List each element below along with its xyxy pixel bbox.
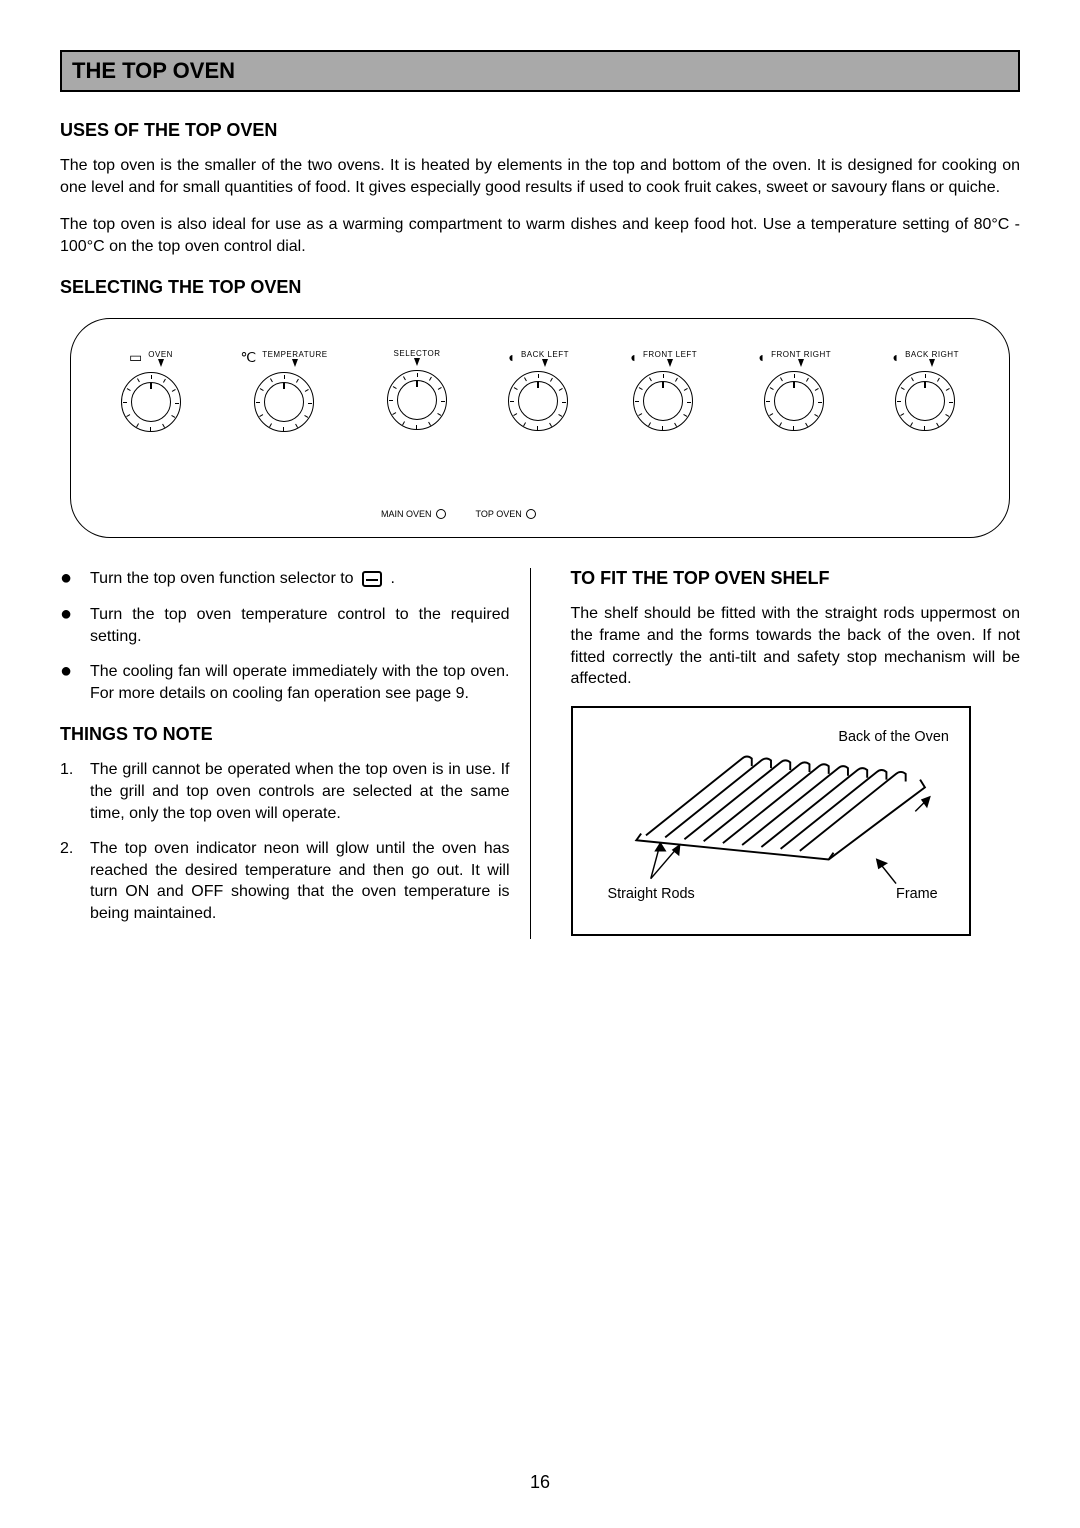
numbered-list: 1.The grill cannot be operated when the … [60,759,510,924]
page-number: 16 [530,1472,550,1493]
frame-label: Frame [896,886,938,902]
dial-label: OVEN [148,350,173,359]
dial-circle [633,371,693,431]
dial-3: ◖ BACK LEFT [507,349,570,431]
shelf-svg: Back of the Oven [585,720,957,922]
dial-icon: ◖ [757,349,765,365]
uses-paragraph-1: The top oven is the smaller of the two o… [60,155,1020,198]
dial-label: FRONT RIGHT [771,350,831,359]
oven-function-icon [362,571,382,587]
top-oven-label: TOP OVEN [476,509,536,520]
note-2: 2.The top oven indicator neon will glow … [60,838,510,924]
panel-bottom-labels: MAIN OVEN TOP OVEN [381,509,536,520]
main-oven-label: MAIN OVEN [381,509,446,520]
dial-icon: ◖ [629,349,637,365]
dial-row: ▭ OVEN ℃ TEMPERATURE SELECTOR ◖ BACK LEFT ◖ FRON… [101,339,979,432]
dial-label: BACK RIGHT [905,350,959,359]
dial-circle [508,371,568,431]
dial-5: ◖ FRONT RIGHT [757,349,831,431]
section-title: THE TOP OVEN [72,58,1008,84]
dial-circle [895,371,955,431]
dial-6: ◖ BACK RIGHT [891,349,959,431]
control-panel-diagram: ▭ OVEN ℃ TEMPERATURE SELECTOR ◖ BACK LEFT ◖ FRON… [70,318,1010,538]
uses-heading: USES OF THE TOP OVEN [60,120,1020,141]
dial-label: FRONT LEFT [643,350,697,359]
dial-circle [121,372,181,432]
dial-label: BACK LEFT [521,350,569,359]
bullet-3: The cooling fan will operate immediately… [60,661,510,704]
dial-label: SELECTOR [394,349,441,358]
dial-4: ◖ FRONT LEFT [629,349,698,431]
dial-icon: ◖ [507,349,515,365]
things-heading: THINGS TO NOTE [60,724,510,745]
right-column: TO FIT THE TOP OVEN SHELF The shelf shou… [571,568,1021,938]
dial-icon: ℃ [240,349,256,366]
two-column-layout: Turn the top oven function selector to .… [60,568,1020,938]
bullet-2: Turn the top oven temperature control to… [60,604,510,647]
straight-rods-label: Straight Rods [607,886,694,902]
shelf-rods-group [636,756,925,859]
dial-2: SELECTOR [387,349,447,430]
dial-icon: ▭ [129,349,142,366]
bullet-1-post: . [390,570,394,587]
dial-circle [764,371,824,431]
fit-shelf-paragraph: The shelf should be fitted with the stra… [571,603,1021,689]
dial-circle [387,370,447,430]
left-column: Turn the top oven function selector to .… [60,568,531,938]
dial-circle [254,372,314,432]
section-title-bar: THE TOP OVEN [60,50,1020,92]
back-of-oven-label: Back of the Oven [838,729,949,745]
selecting-heading: SELECTING THE TOP OVEN [60,277,1020,298]
bullet-1-pre: Turn the top oven function selector to [90,570,358,587]
note-1: 1.The grill cannot be operated when the … [60,759,510,824]
bullet-1: Turn the top oven function selector to . [60,568,510,590]
uses-paragraph-2: The top oven is also ideal for use as a … [60,214,1020,257]
shelf-diagram: Back of the Oven [571,706,971,936]
fit-shelf-heading: TO FIT THE TOP OVEN SHELF [571,568,1021,589]
bullet-list: Turn the top oven function selector to .… [60,568,510,704]
dial-icon: ◖ [891,349,899,365]
dial-0: ▭ OVEN [121,349,181,432]
dial-1: ℃ TEMPERATURE [240,349,327,432]
dial-label: TEMPERATURE [262,350,327,359]
